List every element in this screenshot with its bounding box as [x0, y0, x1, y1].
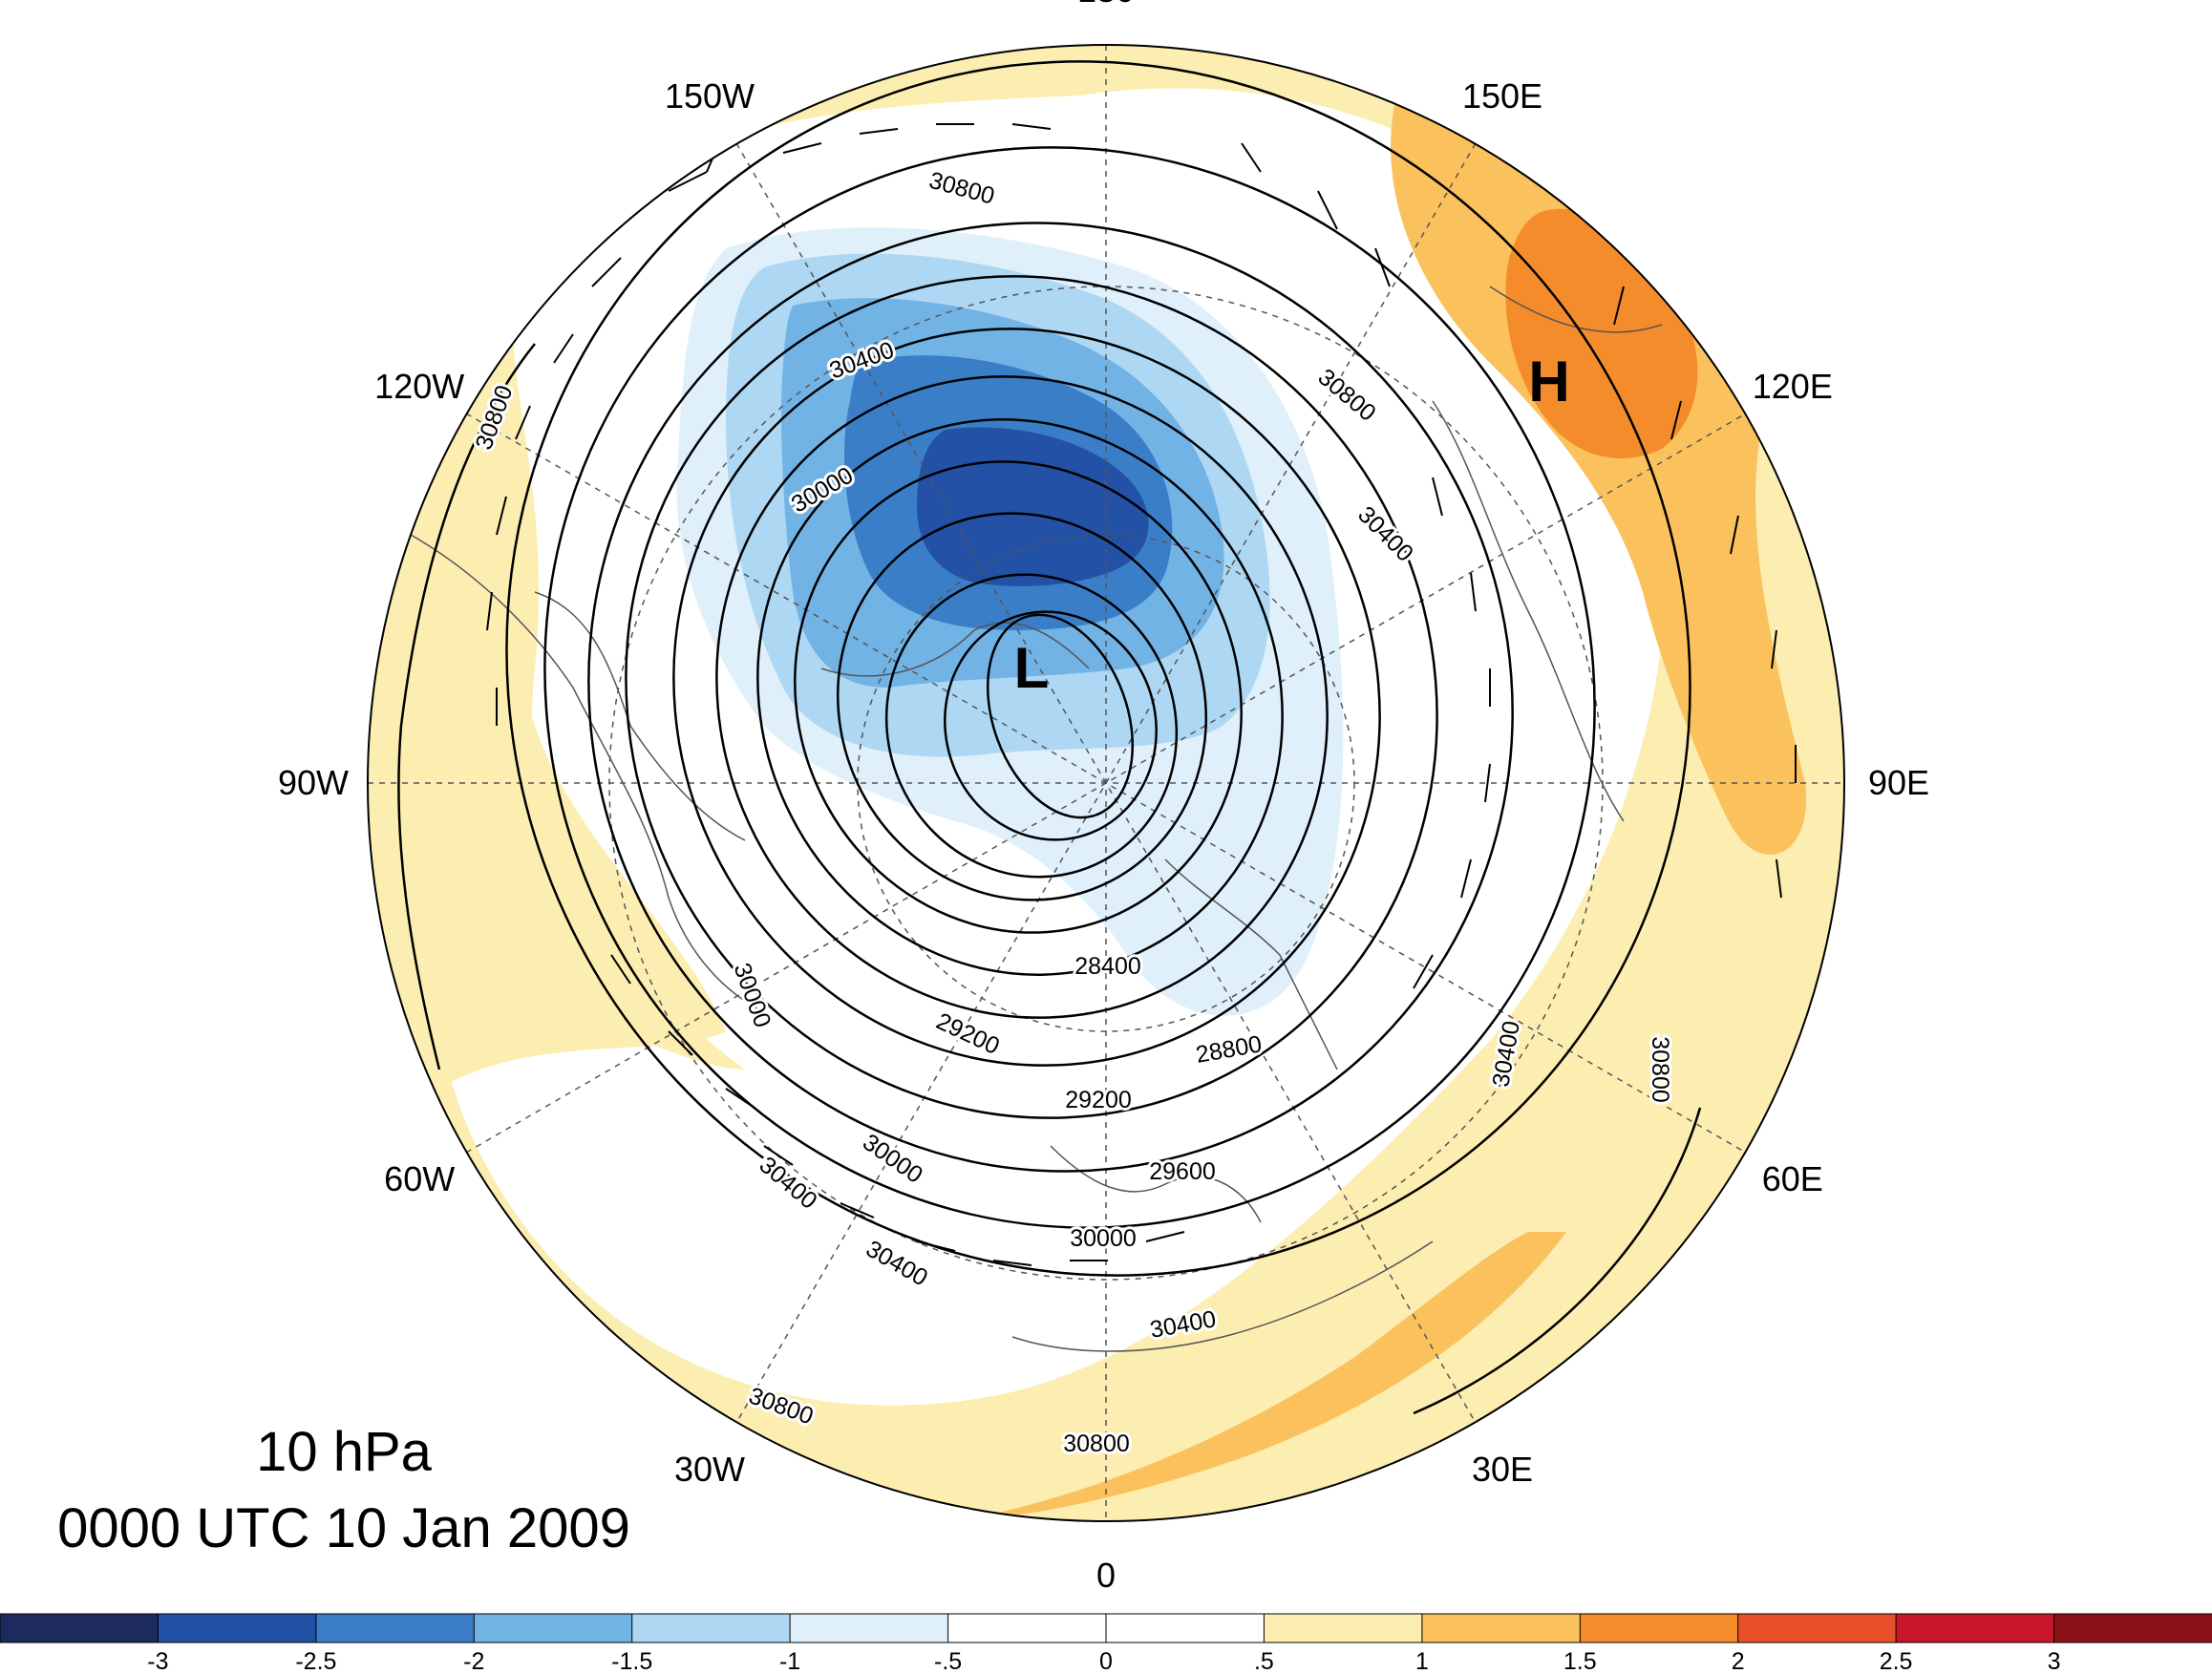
- colorbar-swatch: [947, 1613, 1107, 1643]
- coastlines: [410, 286, 1663, 1352]
- contour-label: 29600: [1149, 1158, 1216, 1185]
- colorbar-swatch: [473, 1613, 633, 1643]
- height-contours: [397, 60, 1702, 1415]
- colorbar-tick-label: 2.5: [1880, 1648, 1913, 1674]
- colorbar-tick-label: -2.5: [295, 1648, 336, 1674]
- colorbar: -3 -2.5 -2 -1.5 -1 -.5 0 .5 1 1.5 2 2.5 3: [0, 1613, 2212, 1674]
- colorbar-tick-label: 1.5: [1563, 1648, 1597, 1674]
- colorbar-swatch: [789, 1613, 949, 1643]
- colorbar-swatch: [1105, 1613, 1266, 1643]
- contour-label: 30000: [1070, 1225, 1137, 1252]
- contour-label: 30800: [1647, 1036, 1673, 1103]
- longitude-label: 150W: [665, 76, 755, 116]
- high-pressure-label: H: [1528, 350, 1569, 413]
- low-pressure-label: L: [1014, 636, 1050, 700]
- colorbar-swatch: [1895, 1613, 2055, 1643]
- longitude-label: 90E: [1868, 763, 1929, 802]
- longitude-label: 30E: [1472, 1450, 1533, 1489]
- colorbar-swatch: [1263, 1613, 1423, 1643]
- colorbar-tick-label: .5: [1254, 1648, 1274, 1674]
- colorbar-tick-label: -1: [779, 1648, 800, 1674]
- colorbar-swatch: [2053, 1613, 2212, 1643]
- colorbar-tick-label: -2: [463, 1648, 484, 1674]
- colorbar-swatch: [157, 1613, 317, 1643]
- colorbar-tick-label: 0: [1099, 1648, 1113, 1674]
- longitude-label: 0: [1096, 1556, 1116, 1595]
- colorbar-tick-label: -3: [147, 1648, 168, 1674]
- longitude-label: 60E: [1762, 1159, 1823, 1198]
- colorbar-tick-label: 1: [1415, 1648, 1429, 1674]
- map-title-time: 0000 UTC 10 Jan 2009: [57, 1497, 630, 1559]
- longitude-labels: 180 150E 120E 90E 60E 30E 0 30W 60W 90W 120W 150W: [278, 0, 1929, 1595]
- contour-label: 28400: [1074, 953, 1141, 980]
- anomaly-lobe-west: [368, 497, 726, 1094]
- colorbar-swatch: [1421, 1613, 1582, 1643]
- longitude-label: 150E: [1462, 76, 1542, 116]
- contour-label: 30800: [1063, 1430, 1130, 1457]
- anomaly-negative-very-strong: [917, 427, 1149, 586]
- colorbar-tick-label: 2: [1732, 1648, 1745, 1674]
- colorbar-tick-label: -.5: [934, 1648, 962, 1674]
- anomaly-ring-positive: [368, 45, 1844, 1521]
- wind-barbs: [486, 123, 1797, 1266]
- map-title-level: 10 hPa: [256, 1421, 433, 1483]
- colorbar-swatch: [1737, 1613, 1898, 1643]
- map-border: [367, 44, 1845, 1522]
- longitude-label: 120W: [374, 367, 464, 406]
- longitude-label: 60W: [384, 1159, 455, 1198]
- longitude-label: 180: [1077, 0, 1135, 10]
- colorbar-swatch: [631, 1613, 792, 1643]
- longitude-label: 30W: [674, 1450, 745, 1489]
- colorbar-swatch: [0, 1613, 160, 1643]
- map-disk: [368, 45, 1844, 1521]
- anomaly-positive-moderate-south: [974, 1232, 1566, 1518]
- colorbar-swatch: [315, 1613, 476, 1643]
- colorbar-tick-label: -1.5: [611, 1648, 652, 1674]
- longitude-label: 120E: [1753, 367, 1833, 406]
- contour-label: 29200: [1065, 1087, 1132, 1113]
- colorbar-swatch: [1579, 1613, 1739, 1643]
- longitude-label: 90W: [278, 763, 349, 802]
- colorbar-tick-label: 3: [2048, 1648, 2061, 1674]
